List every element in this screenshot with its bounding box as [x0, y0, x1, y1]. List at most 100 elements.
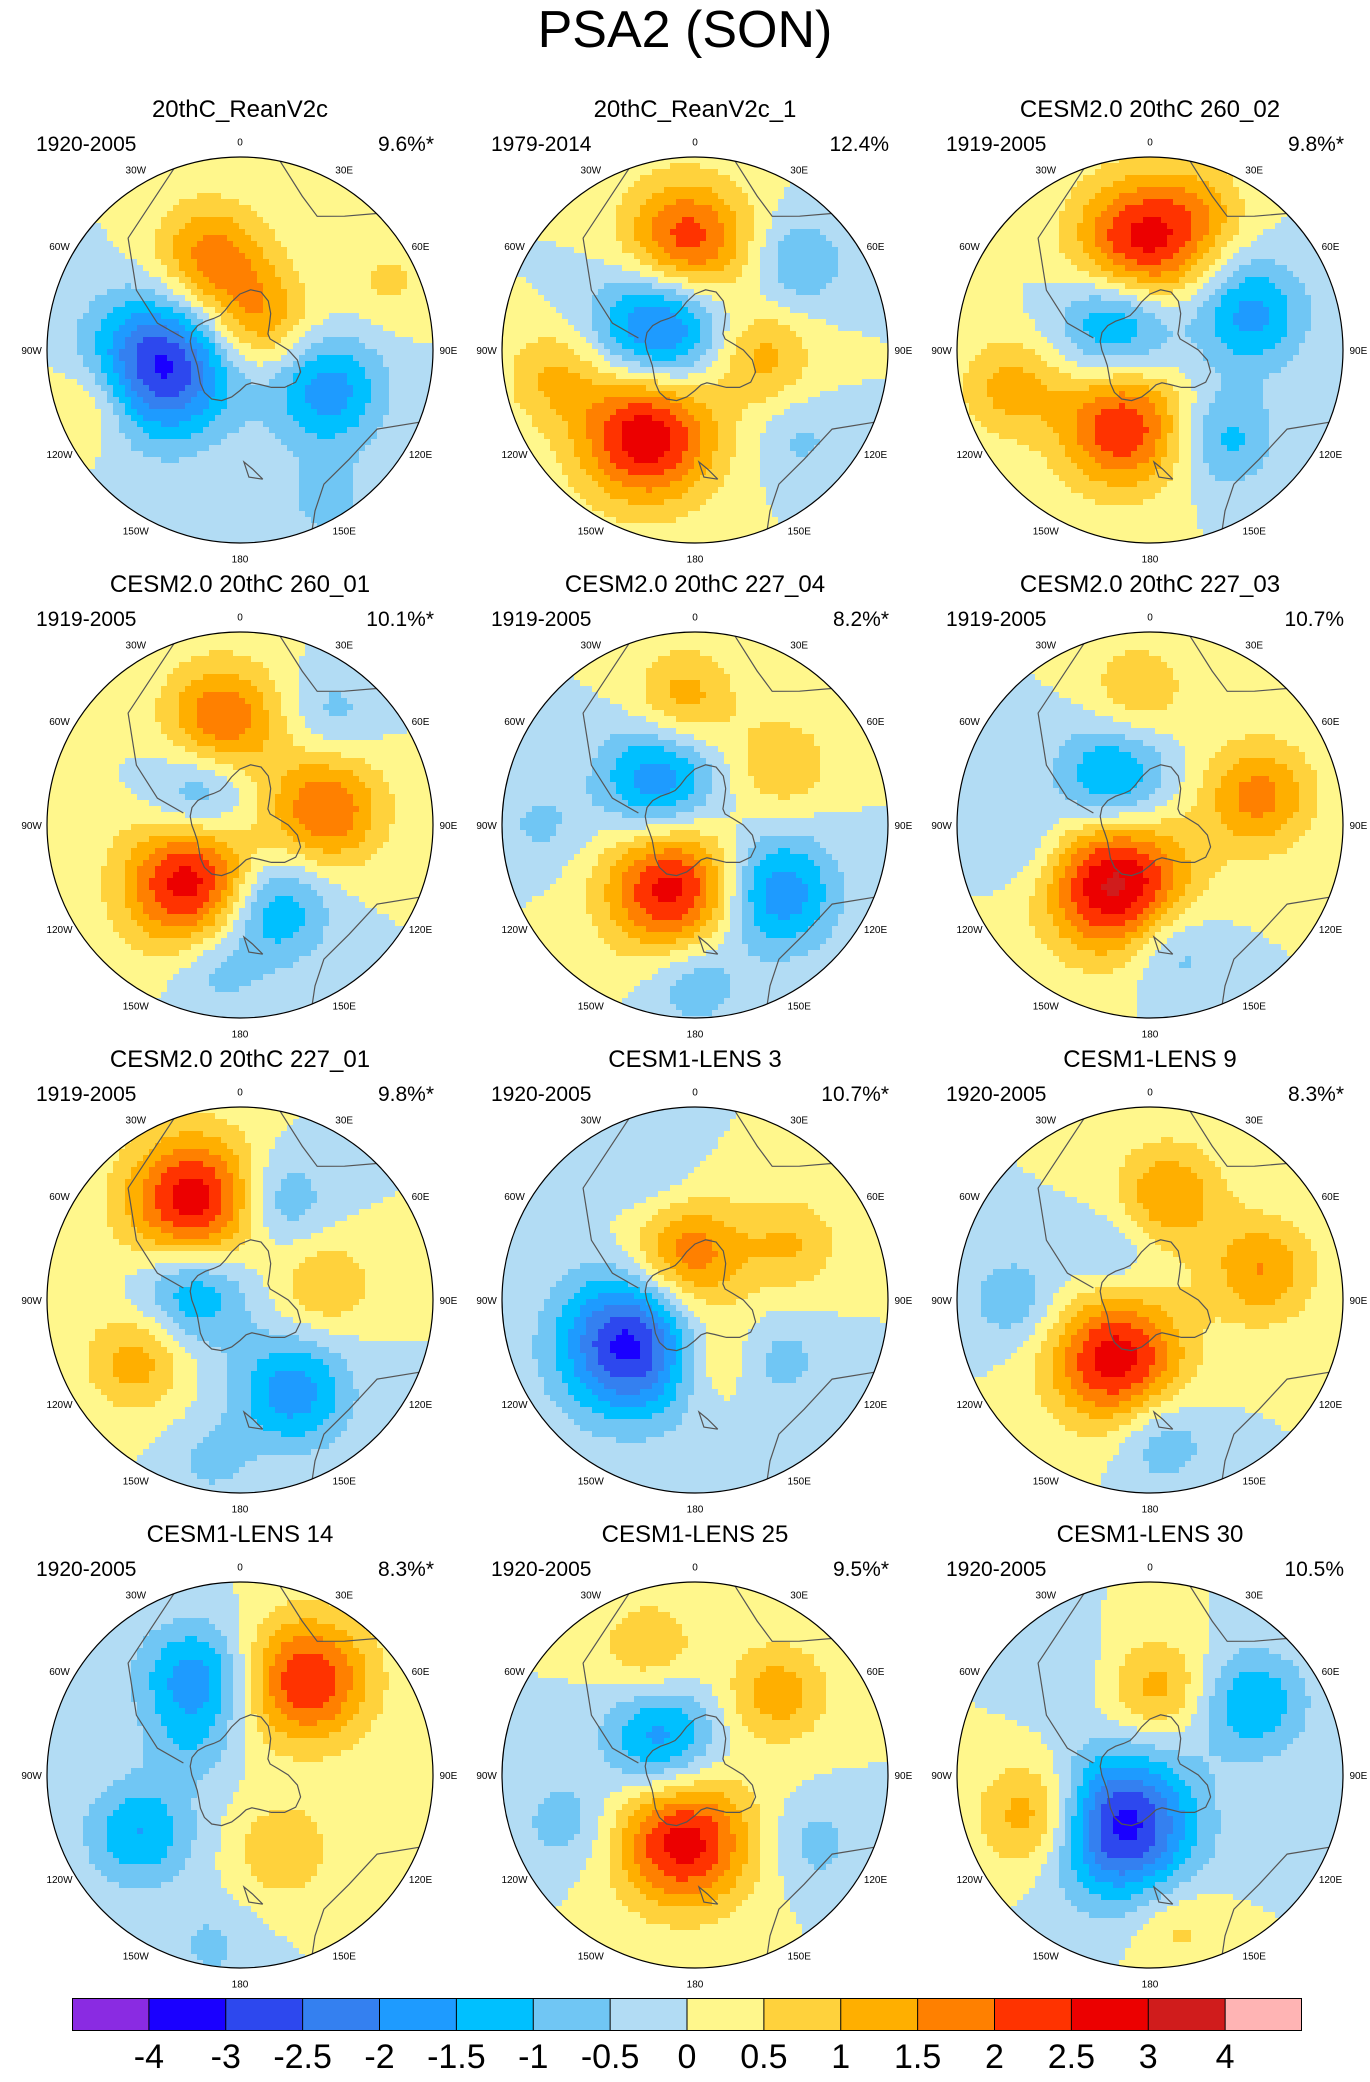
field-cell [413, 355, 420, 362]
field-cell [71, 511, 78, 518]
field-cell [419, 211, 426, 218]
field-cell [431, 523, 433, 530]
field-cell [119, 469, 126, 476]
field-cell [167, 415, 174, 422]
field-cell [149, 391, 156, 398]
field-cell [185, 331, 192, 338]
field-cell [197, 343, 204, 350]
field-cell [311, 475, 318, 482]
field-cell [293, 343, 300, 350]
field-cell [209, 169, 216, 176]
field-cell [293, 421, 300, 428]
field-cell [868, 181, 875, 188]
field-cell [341, 349, 348, 356]
field-cell [101, 289, 108, 296]
field-cell [353, 409, 360, 416]
field-cell [365, 511, 372, 518]
field-cell [167, 319, 174, 326]
field-cell [335, 223, 342, 230]
field-cell [395, 199, 402, 206]
field-cell [227, 535, 234, 542]
field-cell [293, 301, 300, 308]
field-cell [185, 385, 192, 392]
field-cell [59, 199, 66, 206]
field-cell [508, 205, 515, 212]
field-cell [269, 277, 276, 284]
field-cell [65, 499, 72, 506]
field-cell [413, 211, 420, 218]
field-cell [119, 355, 126, 362]
field-cell [161, 361, 168, 368]
field-cell [389, 157, 396, 164]
field-cell [161, 313, 168, 320]
field-cell [71, 343, 78, 350]
field-cell [377, 367, 384, 374]
field-cell [389, 511, 396, 518]
field-cell [335, 217, 342, 224]
field-cell [149, 523, 156, 530]
field-cell [395, 361, 402, 368]
field-cell [281, 457, 288, 464]
field-cell [95, 415, 102, 422]
field-cell [359, 199, 366, 206]
field-cell [287, 529, 294, 536]
field-cell [401, 511, 408, 518]
field-cell [71, 211, 78, 218]
field-cell [281, 409, 288, 416]
field-cell [257, 229, 264, 236]
field-cell [431, 157, 433, 164]
field-cell [47, 187, 54, 194]
field-cell [251, 499, 258, 506]
field-cell [191, 403, 198, 410]
field-cell [227, 325, 234, 332]
field-cell [227, 283, 234, 290]
field-cell [425, 541, 432, 543]
field-cell [287, 367, 294, 374]
field-cell [407, 265, 414, 272]
field-cell [712, 169, 719, 176]
field-cell [47, 475, 54, 482]
field-cell [215, 277, 222, 284]
field-cell [173, 535, 180, 542]
field-cell [293, 463, 300, 470]
field-cell [155, 385, 162, 392]
field-cell [233, 157, 240, 164]
field-cell [323, 193, 330, 200]
field-cell [413, 313, 420, 320]
field-cell [173, 253, 180, 260]
field-cell [161, 385, 168, 392]
field-cell [143, 355, 150, 362]
field-cell [65, 511, 72, 518]
field-cell [251, 523, 258, 530]
field-cell [137, 229, 144, 236]
field-cell [155, 163, 162, 170]
field-cell [227, 511, 234, 518]
field-cell [323, 253, 330, 260]
field-cell [353, 457, 360, 464]
field-cell [143, 187, 150, 194]
field-cell [101, 541, 108, 543]
field-cell [233, 397, 240, 404]
field-cell [610, 157, 617, 164]
field-cell [125, 487, 132, 494]
field-cell [179, 367, 186, 374]
field-cell [83, 241, 90, 248]
field-cell [191, 265, 198, 272]
field-cell [850, 199, 857, 206]
field-cell [113, 229, 120, 236]
field-cell [293, 193, 300, 200]
field-cell [347, 349, 354, 356]
field-cell [562, 175, 569, 182]
field-cell [371, 253, 378, 260]
field-cell [53, 493, 60, 500]
field-cell [239, 325, 246, 332]
field-cell [586, 199, 593, 206]
field-cell [119, 379, 126, 386]
field-cell [275, 397, 282, 404]
field-cell [395, 481, 402, 488]
field-cell [101, 493, 108, 500]
field-cell [233, 361, 240, 368]
field-cell [323, 343, 330, 350]
field-cell [335, 451, 342, 458]
